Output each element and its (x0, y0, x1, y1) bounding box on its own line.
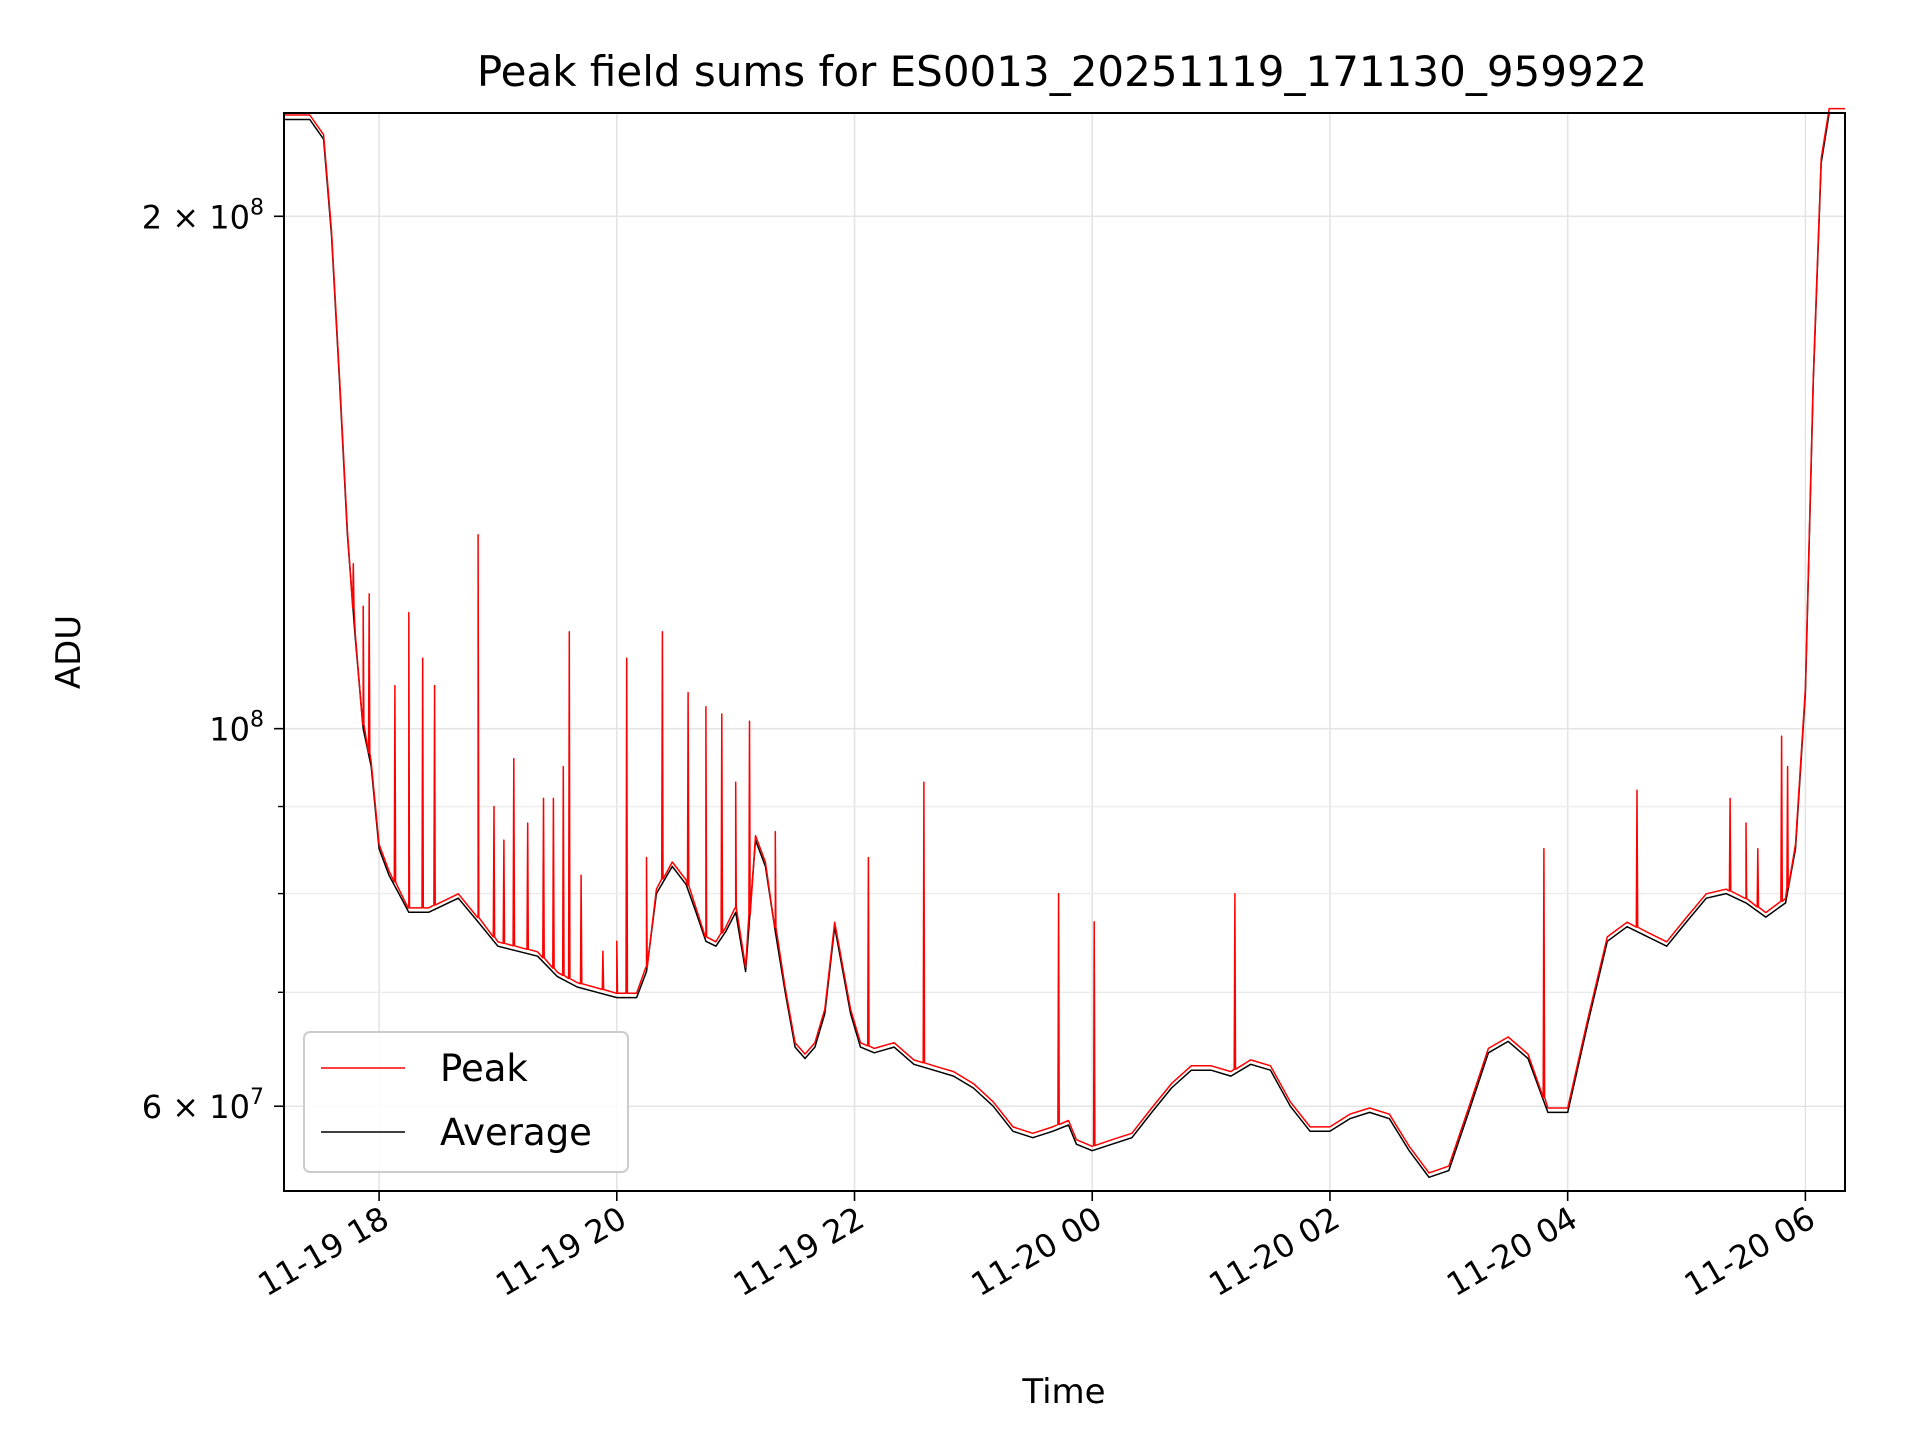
legend-peak-label: Peak (440, 1047, 528, 1090)
chart-title: Peak field sums for ES0013_20251119_1711… (477, 47, 1647, 96)
y-axis: 6 × 107 108 2 × 108 (142, 195, 284, 1126)
y-tick-label: 6 × 107 (142, 1085, 264, 1126)
y-axis-title: ADU (49, 615, 89, 689)
series-average-line (284, 112, 1845, 1179)
x-tick-label: 11-20 02 (1202, 1199, 1346, 1304)
y-tick-label: 108 (209, 708, 264, 749)
legend: Peak Average (303, 1031, 629, 1173)
x-axis-title: Time (1021, 1372, 1105, 1412)
x-tick-label: 11-19 18 (251, 1199, 395, 1304)
x-tick-label: 11-20 04 (1440, 1199, 1584, 1304)
series-peak-line (284, 107, 1845, 1174)
x-tick-label: 11-20 00 (965, 1199, 1109, 1304)
x-tick-label: 11-19 20 (489, 1199, 633, 1304)
y-tick-label: 2 × 108 (142, 195, 264, 236)
legend-average-label: Average (440, 1111, 592, 1154)
x-tick-label: 11-20 06 (1678, 1199, 1822, 1304)
plot-frame (283, 112, 1846, 1192)
x-tick-label: 11-19 22 (727, 1199, 871, 1304)
x-axis: 11-19 18 11-19 20 11-19 22 11-20 00 11-20 02… (251, 1191, 1821, 1304)
grid (284, 113, 1845, 1191)
legend-box (303, 1031, 629, 1173)
series-average (284, 112, 1845, 1179)
series-peak (284, 107, 1845, 1174)
